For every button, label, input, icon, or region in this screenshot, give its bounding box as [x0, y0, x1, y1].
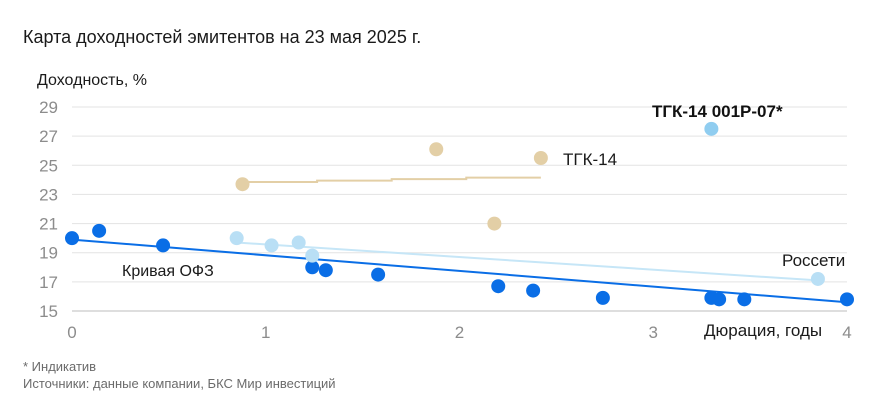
- chart-title: Карта доходностей эмитентов на 23 мая 20…: [23, 27, 422, 47]
- point-россети-0: [229, 231, 244, 246]
- x-tick-1: 1: [261, 323, 270, 342]
- point-россети-2: [291, 235, 306, 250]
- point-кривая-офз-2: [156, 238, 171, 253]
- gridlines: [72, 106, 847, 312]
- point-тгк-14-3: [533, 151, 548, 165]
- trend-тгк-14: [242, 176, 541, 184]
- y-tick-15: 15: [39, 302, 58, 321]
- point-кривая-офз-7: [526, 283, 541, 298]
- point-россети-1: [264, 238, 279, 253]
- x-tick-4: 4: [842, 323, 851, 342]
- point-кривая-офз-0: [65, 231, 79, 246]
- annotation-tgk14-bond: ТГК-14 001Р-07*: [652, 102, 783, 121]
- data-points: [65, 121, 854, 307]
- point-кривая-офз-11: [737, 292, 752, 307]
- point-кривая-офз-8: [595, 290, 610, 305]
- point-тгк-14-001р-07-0: [704, 121, 719, 136]
- annotation-rosseti: Россети: [782, 251, 845, 270]
- y-tick-17: 17: [39, 273, 58, 292]
- trend-lines: [71, 176, 848, 304]
- y-axis-label: Доходность, %: [37, 72, 147, 89]
- point-кривая-офз-6: [491, 279, 506, 294]
- trend-кривая-офз: [71, 238, 848, 304]
- y-tick-19: 19: [39, 244, 58, 263]
- y-tick-29: 29: [39, 98, 58, 117]
- y-tick-21: 21: [39, 215, 58, 234]
- annotation-ofz-curve: Кривая ОФЗ: [122, 263, 214, 280]
- point-кривая-офз-12: [840, 292, 854, 307]
- annotation-tgk14: ТГК-14: [563, 150, 617, 169]
- point-кривая-офз-10: [712, 292, 727, 307]
- y-tick-labels: 15 17 19 21 23 25 27 29: [39, 98, 58, 321]
- point-тгк-14-2: [487, 216, 502, 231]
- footnote: * Индикатив: [23, 359, 97, 374]
- point-россети-4: [810, 271, 825, 286]
- y-tick-27: 27: [39, 127, 58, 146]
- point-кривая-офз-4: [318, 263, 333, 278]
- source-note: Источники: данные компании, БКС Мир инве…: [23, 376, 336, 391]
- x-tick-2: 2: [455, 323, 464, 342]
- y-tick-23: 23: [39, 185, 58, 204]
- x-tick-labels: 0 1 2 3 4: [67, 323, 851, 342]
- trend-россети: [236, 241, 819, 282]
- point-тгк-14-1: [429, 142, 444, 157]
- x-tick-0: 0: [67, 323, 76, 342]
- point-кривая-офз-3: [305, 260, 320, 275]
- x-tick-3: 3: [649, 323, 658, 342]
- point-россети-3: [305, 248, 320, 263]
- y-tick-25: 25: [39, 156, 58, 175]
- point-кривая-офз-1: [92, 223, 107, 238]
- point-тгк-14-0: [235, 177, 250, 192]
- point-кривая-офз-5: [371, 267, 386, 282]
- x-axis-label: Дюрация, годы: [704, 321, 822, 340]
